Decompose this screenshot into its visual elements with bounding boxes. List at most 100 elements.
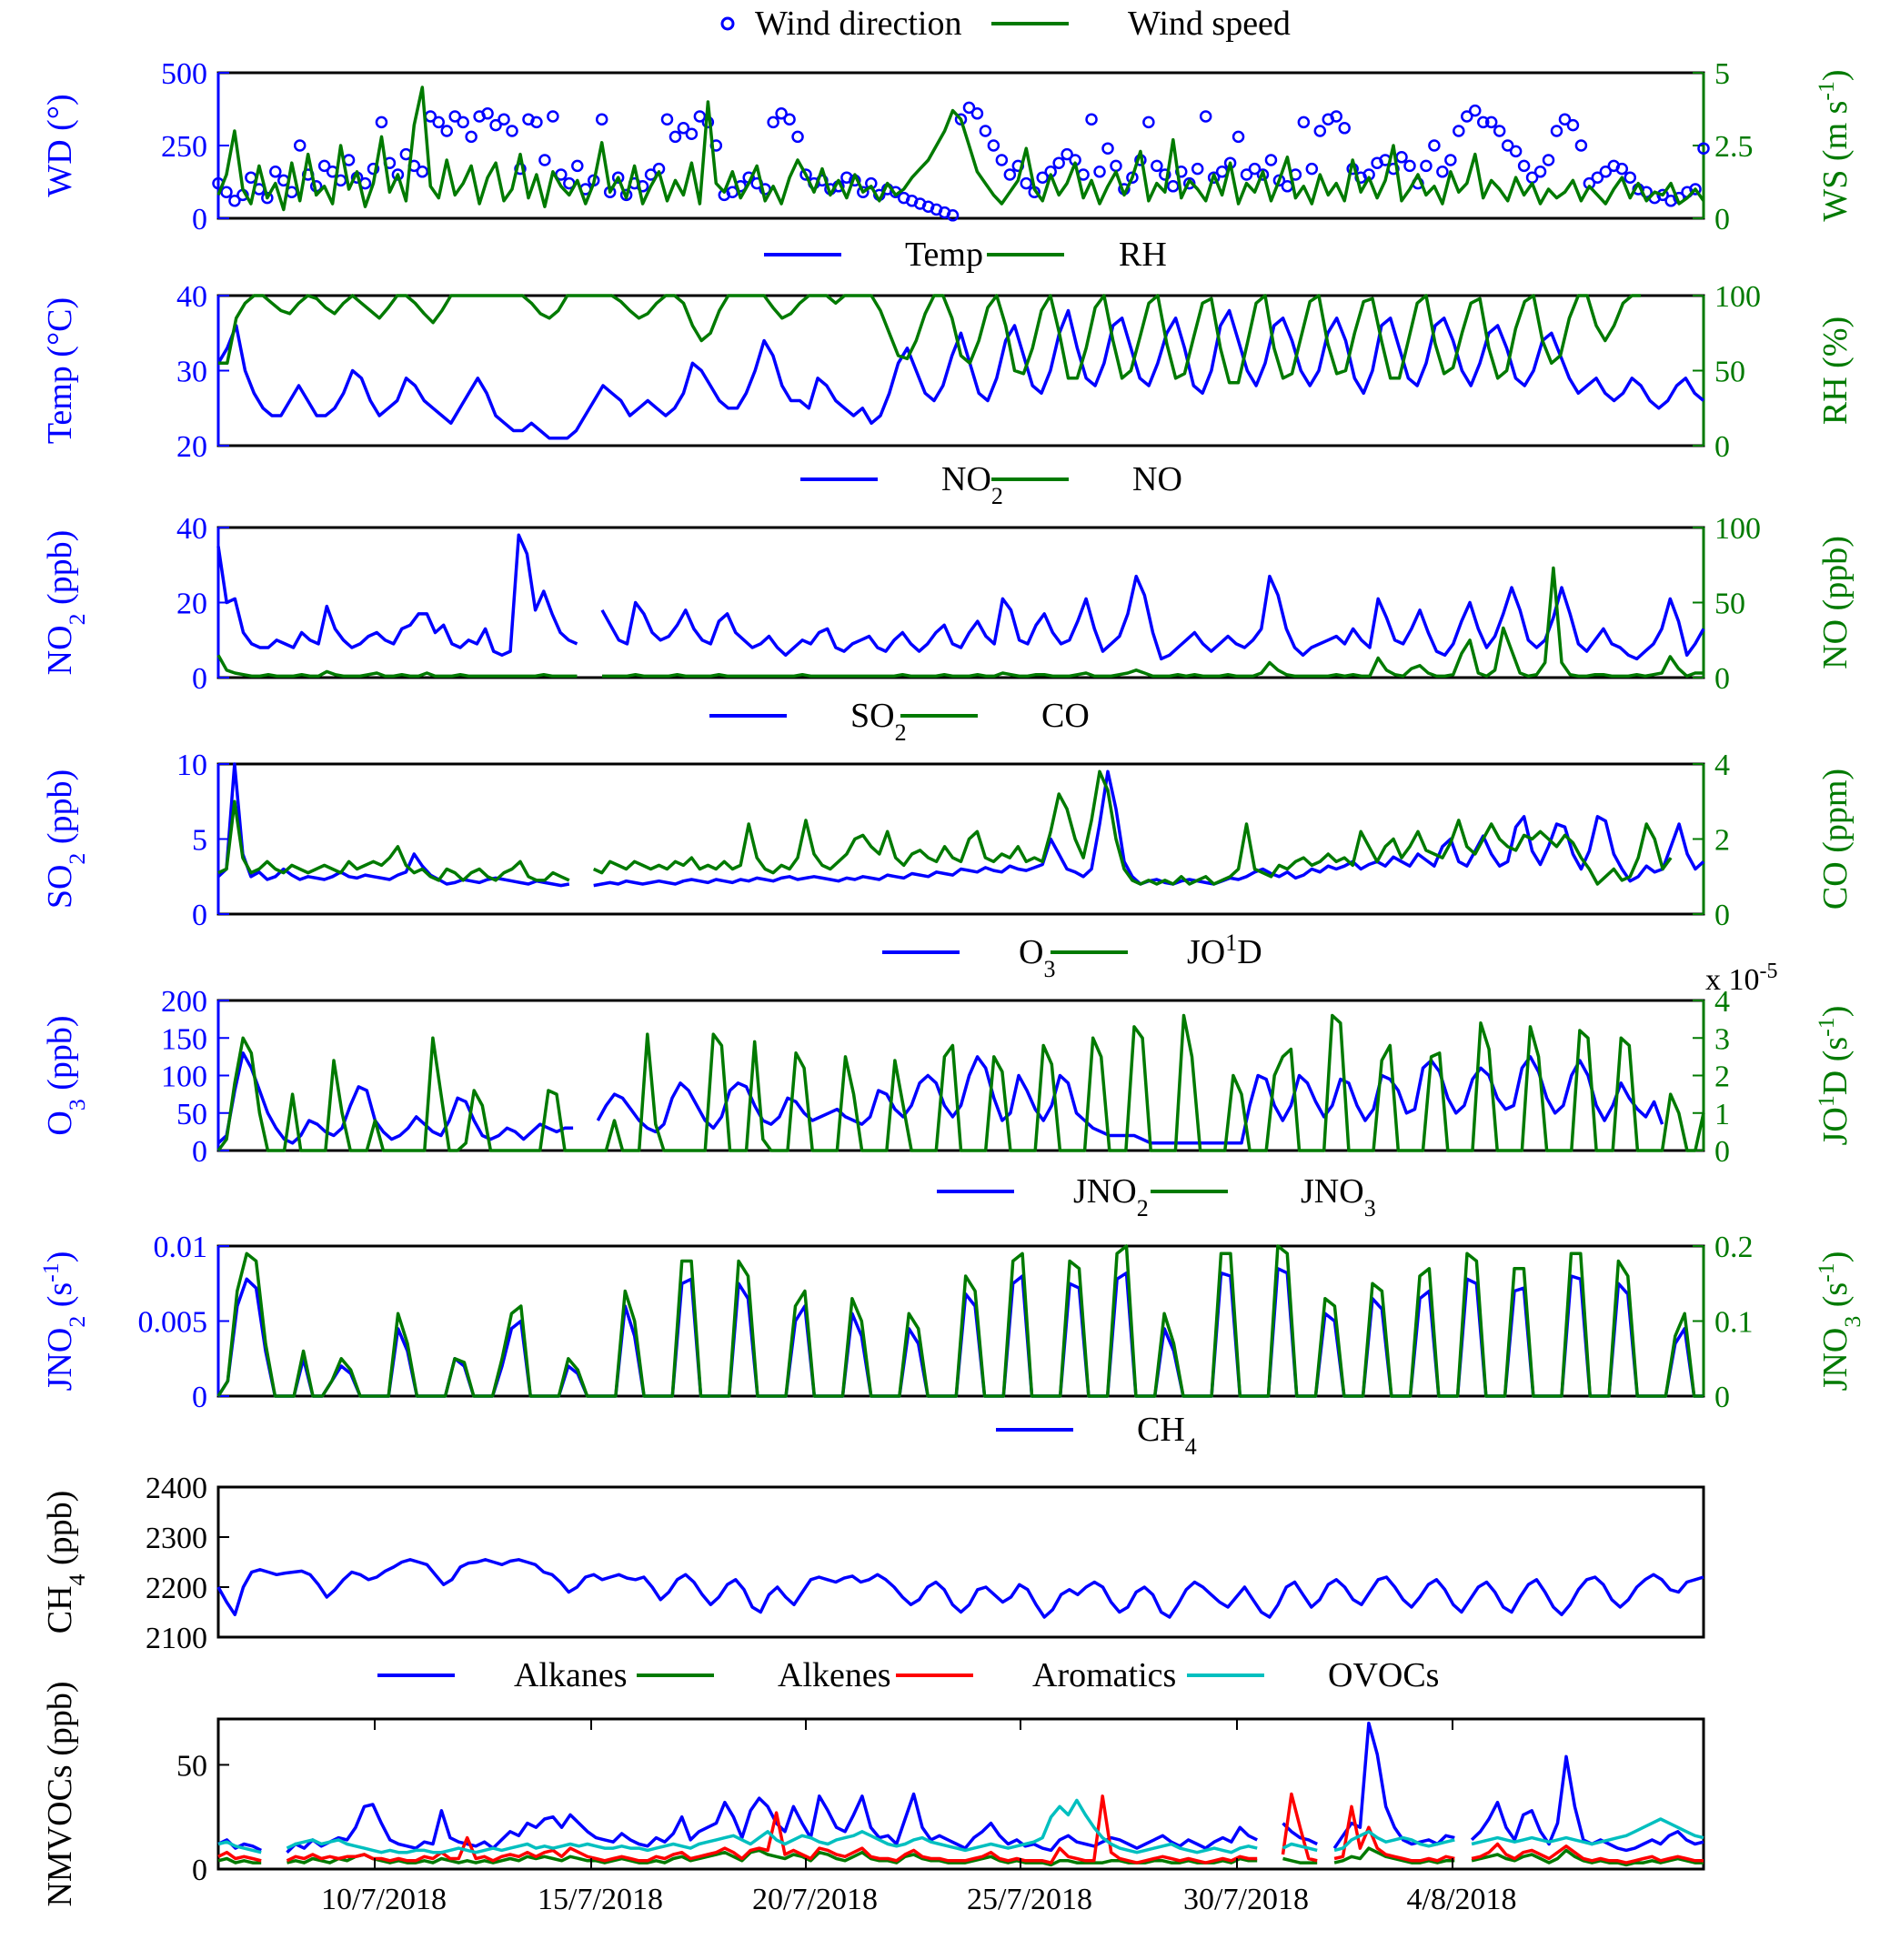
legend-label: CO [1041,697,1090,735]
right-tick-label: 4 [1714,985,1730,1019]
wind-direction-point [1101,142,1114,155]
legend: NO2 NO [800,460,1182,509]
plot-frame [216,294,1705,447]
series-co-line [217,769,1673,886]
right-tick-label: 1 [1714,1098,1730,1131]
wind-direction-point [1599,166,1613,178]
wind-direction-point [1305,162,1319,176]
left-tick-label: 2200 [146,1572,207,1605]
right-axis-label: WS (m s-1) [1813,69,1855,221]
right-axis-label: JO1D (s-1) [1813,1006,1855,1146]
wind-direction-point [1420,159,1433,173]
right-tick-label: 5 [1714,57,1730,91]
wind-direction-point [1591,171,1604,184]
right-tick-label: 50 [1714,588,1745,621]
left-axis-label: SO2 (ppb) [41,769,90,909]
right-tick-label: 0 [1714,203,1730,236]
left-tick-label: 2300 [146,1522,207,1555]
wind-direction-point [1428,139,1441,152]
wind-direction-point [946,209,960,222]
wind-direction-point [1297,116,1311,129]
left-tick-label: 100 [161,1060,207,1094]
wind-direction-point [1476,116,1490,129]
wind-direction-point [1469,104,1482,117]
left-tick-label: 2100 [146,1622,207,1655]
left-axis-label: O3 (ppb) [41,1015,90,1135]
x-axis-dates: 10/7/2018 15/7/2018 20/7/2018 25/7/2018 30/7… [321,1719,1516,1916]
left-tick-label: 20 [176,430,207,464]
panel-so2_co: SO2 CO 0 5 10 SO2 (ppb) 0 2 4 CO (ppm) [41,697,1855,932]
left-tick-label: 0 [192,899,207,932]
wind-direction-point [1061,147,1073,161]
wind-direction-point [1167,180,1180,193]
wind-direction-point [1182,176,1196,190]
series-ovocs-line [217,1798,1704,1854]
wind-direction-point [1509,145,1523,158]
left-tick-label: 40 [176,512,207,546]
legend: O3 JO1D [882,930,1262,982]
left-axis-label: JNO2 (s-1) [37,1251,90,1392]
wind-direction-point [1085,113,1098,126]
left-tick-label: 0 [192,1854,207,1887]
plot-frame [216,526,1705,679]
right-axis-label: JNO3 (s-1) [1813,1251,1865,1392]
legend-label: Wind speed [1128,5,1291,43]
wind-direction-point [1550,125,1563,137]
plot-frame [216,71,1705,220]
x-tick-label: 25/7/2018 [967,1883,1092,1916]
wind-direction-point [1110,159,1122,173]
left-tick-label: 500 [161,57,207,91]
wind-direction-point [1330,110,1342,123]
series-jno3-line [216,1244,1704,1398]
wind-direction-point [775,107,788,120]
panel-temp_rh: Temp RH 20 30 40 Temp (°C) 0 50 100 RH (%) [41,236,1855,464]
wind-direction-point [465,130,478,144]
wind-direction-point [416,166,429,178]
left-tick-label: 0.01 [154,1231,208,1264]
wind-direction-point [220,186,233,198]
legend-label: JNO2 [1073,1172,1149,1221]
wind-direction-point [1232,130,1245,144]
legend-label: SO2 [850,697,907,746]
wind-direction-point [1566,118,1580,132]
left-axis-label: NO2 (ppb) [41,530,90,676]
legend: CH4 [996,1411,1197,1460]
wind-direction-point [1558,113,1572,126]
wind-direction-point [1199,110,1212,123]
legend: SO2 CO [709,697,1090,746]
x-tick-label: 4/8/2018 [1407,1883,1517,1916]
series-alkanes-line [217,1721,1704,1854]
left-tick-label: 10 [176,749,207,782]
legend-label: RH [1119,236,1167,274]
wind-direction-point [1403,159,1416,173]
x-tick-label: 15/7/2018 [538,1883,663,1916]
right-tick-label: 50 [1714,356,1745,389]
wind-direction-point [547,110,559,123]
left-tick-label: 0 [192,1381,207,1414]
wind-direction-point [1264,154,1278,166]
series-no2-line [216,533,1705,661]
legend: Temp RH [764,236,1167,274]
plot-frame [216,1485,1705,1639]
right-tick-label: 0 [1714,1381,1730,1414]
legend-label: Temp [905,236,983,274]
wind-direction-point [1207,171,1221,184]
wind-direction-point [1052,156,1065,169]
wind-direction-point [538,154,551,166]
legend-label: Alkenes [778,1656,891,1694]
x-tick-label: 20/7/2018 [752,1883,878,1916]
panel-wind: Wind direction Wind speed 0 250 500 WD (°) 0 2.… [41,5,1855,236]
wind-direction-point [1501,139,1514,152]
series-alkenes-line [217,1846,1704,1867]
right-tick-label: 100 [1714,512,1761,546]
wind-direction-point [1461,110,1473,123]
right-tick-label: 4 [1714,749,1730,782]
wind-direction-point [1624,171,1636,184]
legend: Wind direction Wind speed [720,5,1291,43]
right-tick-label: 0 [1714,899,1730,932]
wind-direction-point [498,113,510,126]
panel-no2_no: NO2 NO 0 20 40 NO2 (ppb) 0 50 100 NO (ppb) [41,460,1855,696]
wind-direction-point [1453,125,1465,137]
